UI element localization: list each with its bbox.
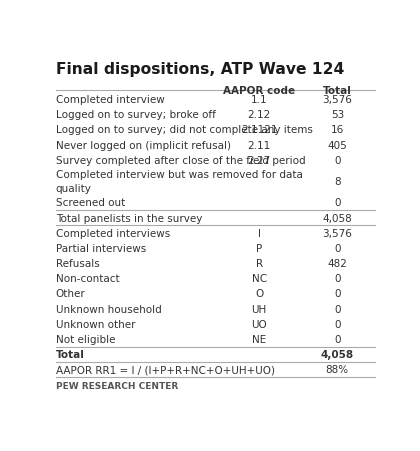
Text: 0: 0 bbox=[334, 156, 341, 166]
Text: 2.1121: 2.1121 bbox=[241, 125, 278, 135]
Text: Screened out: Screened out bbox=[56, 198, 125, 208]
Text: 88%: 88% bbox=[326, 364, 349, 374]
Text: quality: quality bbox=[56, 184, 92, 194]
Text: AAPOR RR1 = I / (I+P+R+NC+O+UH+UO): AAPOR RR1 = I / (I+P+R+NC+O+UH+UO) bbox=[56, 364, 275, 374]
Text: NC: NC bbox=[252, 274, 267, 284]
Text: 4,058: 4,058 bbox=[323, 213, 352, 223]
Text: 1.1: 1.1 bbox=[251, 95, 268, 105]
Text: Survey completed after close of the field period: Survey completed after close of the fiel… bbox=[56, 156, 305, 166]
Text: Total: Total bbox=[56, 350, 85, 359]
Text: Completed interview but was removed for data: Completed interview but was removed for … bbox=[56, 169, 303, 179]
Text: 16: 16 bbox=[331, 125, 344, 135]
Text: 0: 0 bbox=[334, 289, 341, 299]
Text: Completed interview: Completed interview bbox=[56, 95, 165, 105]
Text: Unknown household: Unknown household bbox=[56, 304, 162, 314]
Text: PEW RESEARCH CENTER: PEW RESEARCH CENTER bbox=[56, 381, 178, 390]
Text: Total panelists in the survey: Total panelists in the survey bbox=[56, 213, 202, 223]
Text: 0: 0 bbox=[334, 334, 341, 344]
Text: Completed interviews: Completed interviews bbox=[56, 228, 170, 238]
Text: UO: UO bbox=[251, 319, 267, 329]
Text: UH: UH bbox=[252, 304, 267, 314]
Text: 0: 0 bbox=[334, 198, 341, 208]
Text: AAPOR code: AAPOR code bbox=[223, 86, 295, 96]
Text: O: O bbox=[255, 289, 263, 299]
Text: Not eligible: Not eligible bbox=[56, 334, 115, 344]
Text: Total: Total bbox=[323, 86, 352, 96]
Text: 8: 8 bbox=[334, 177, 341, 187]
Text: Partial interviews: Partial interviews bbox=[56, 244, 146, 253]
Text: 0: 0 bbox=[334, 319, 341, 329]
Text: 482: 482 bbox=[327, 258, 347, 268]
Text: 2.12: 2.12 bbox=[247, 110, 271, 120]
Text: Refusals: Refusals bbox=[56, 258, 100, 268]
Text: I: I bbox=[258, 228, 261, 238]
Text: 0: 0 bbox=[334, 244, 341, 253]
Text: Unknown other: Unknown other bbox=[56, 319, 135, 329]
Text: 405: 405 bbox=[328, 140, 347, 150]
Text: Never logged on (implicit refusal): Never logged on (implicit refusal) bbox=[56, 140, 231, 150]
Text: 3,576: 3,576 bbox=[323, 228, 352, 238]
Text: Logged on to survey; broke off: Logged on to survey; broke off bbox=[56, 110, 215, 120]
Text: 4,058: 4,058 bbox=[321, 350, 354, 359]
Text: Non-contact: Non-contact bbox=[56, 274, 119, 284]
Text: R: R bbox=[256, 258, 263, 268]
Text: 3,576: 3,576 bbox=[323, 95, 352, 105]
Text: 53: 53 bbox=[331, 110, 344, 120]
Text: P: P bbox=[256, 244, 262, 253]
Text: NE: NE bbox=[252, 334, 266, 344]
Text: 2.11: 2.11 bbox=[247, 140, 271, 150]
Text: Logged on to survey; did not complete any items: Logged on to survey; did not complete an… bbox=[56, 125, 312, 135]
Text: 0: 0 bbox=[334, 304, 341, 314]
Text: 0: 0 bbox=[334, 274, 341, 284]
Text: Final dispositions, ATP Wave 124: Final dispositions, ATP Wave 124 bbox=[56, 62, 344, 77]
Text: Other: Other bbox=[56, 289, 86, 299]
Text: 2.27: 2.27 bbox=[247, 156, 271, 166]
